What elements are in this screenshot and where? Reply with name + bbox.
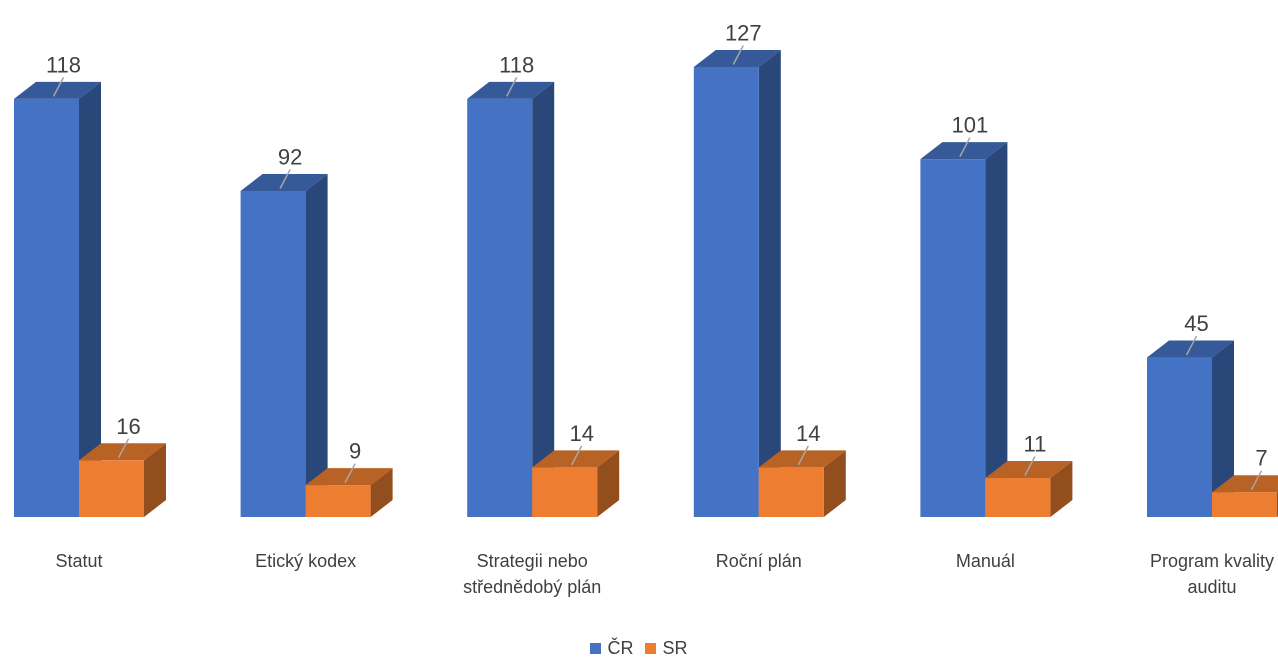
bar-sr-3	[758, 450, 846, 517]
bar-side-face	[1050, 461, 1073, 517]
bar-sr-2	[532, 450, 620, 517]
bar-front-face	[14, 98, 79, 517]
data-label-sr-5: 7	[1255, 446, 1267, 471]
bar-top-face	[1212, 475, 1278, 493]
bar-sr-0	[79, 443, 166, 517]
legend-item-sr: SR	[645, 636, 688, 660]
bar-front-face	[240, 191, 306, 517]
category-label-1: Etický kodex	[255, 551, 356, 571]
data-label-leader	[506, 77, 518, 97]
bar-front-face	[467, 98, 533, 517]
data-label-leader	[1024, 456, 1036, 476]
bar-side-face	[370, 468, 393, 517]
bar-sr-1	[305, 468, 393, 517]
bar-front-face	[1212, 492, 1277, 517]
data-label-cr-1: 92	[278, 145, 302, 170]
data-label-leader	[571, 445, 583, 466]
bar-cr-3	[693, 50, 781, 517]
bar-front-face	[79, 460, 144, 517]
category-label-3: Roční plán	[716, 551, 802, 571]
legend-label-sr: SR	[662, 637, 688, 658]
data-label-leader	[1250, 470, 1263, 491]
legend: ČR SR	[0, 636, 1278, 660]
bar-front-face	[305, 485, 371, 517]
bar-cr-1	[240, 174, 328, 517]
category-label-4: Manuál	[956, 551, 1015, 571]
data-label-leader	[117, 438, 130, 459]
bar-side-face	[985, 142, 1008, 518]
data-label-cr-2: 118	[499, 52, 534, 77]
data-label-sr-1: 9	[349, 439, 361, 464]
data-label-cr-0: 118	[46, 52, 81, 77]
data-label-sr-2: 14	[569, 421, 593, 446]
category-label-0: Statut	[55, 551, 102, 571]
data-label-leader	[52, 77, 65, 97]
bar-side-face	[758, 50, 781, 517]
bar-sr-5	[1212, 475, 1278, 517]
bar-front-face	[758, 467, 824, 517]
bar-side-face	[1212, 340, 1234, 517]
bar-side-face	[305, 174, 328, 517]
data-label-sr-0: 16	[116, 414, 140, 439]
category-label-5: Program kvality auditu	[1150, 551, 1274, 597]
bar-side-face	[823, 450, 846, 517]
bar-front-face	[693, 67, 759, 517]
category-labels-layer: Statut Etický kodex Strategii nebo středněd…	[55, 551, 1274, 597]
category-label-2: Strategii nebo střednědobý plán	[463, 551, 601, 597]
data-label-leader	[1185, 335, 1198, 356]
data-label-sr-4: 11	[1023, 432, 1046, 457]
data-label-cr-3: 127	[725, 21, 762, 46]
bar-side-face	[597, 450, 620, 517]
legend-swatch-sr	[645, 642, 657, 654]
data-label-leader	[732, 45, 744, 65]
data-label-leader	[344, 463, 356, 483]
bar-front-face	[985, 478, 1051, 517]
data-label-sr-3: 14	[796, 421, 820, 446]
bar-front-face	[920, 159, 986, 518]
bars-layer	[14, 50, 1278, 518]
bar-front-face	[1147, 357, 1212, 517]
legend-label-cr: ČR	[607, 637, 634, 658]
legend-item-cr: ČR	[590, 636, 633, 660]
bar-cr-4	[920, 142, 1008, 518]
data-label-leader	[797, 445, 809, 466]
data-label-cr-4: 101	[952, 113, 989, 138]
bar-side-face	[79, 81, 101, 517]
bar-front-face	[532, 467, 598, 517]
data-label-cr-5: 45	[1184, 311, 1208, 336]
legend-swatch-cr	[590, 642, 602, 654]
data-label-leader	[959, 137, 971, 157]
bar-cr-2	[467, 81, 555, 517]
bar-side-face	[144, 443, 166, 517]
data-label-leader	[279, 169, 291, 189]
bar-side-face	[532, 81, 555, 517]
labels-layer: 118 16 92 9 118 14 127 14 101 11 45 7	[46, 21, 1268, 491]
bar-cr-5	[1147, 340, 1234, 517]
bar-cr-0	[14, 81, 101, 517]
